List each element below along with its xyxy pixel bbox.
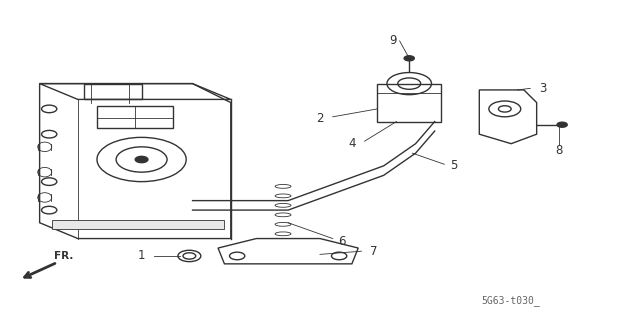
- Text: 7: 7: [371, 245, 378, 258]
- Text: 9: 9: [390, 34, 397, 48]
- Circle shape: [557, 122, 567, 127]
- Text: FR.: FR.: [54, 251, 74, 261]
- Text: 1: 1: [138, 249, 145, 263]
- Text: 2: 2: [316, 112, 324, 125]
- Circle shape: [135, 156, 148, 163]
- Text: 6: 6: [339, 234, 346, 248]
- Text: 8: 8: [556, 144, 563, 157]
- Text: 5: 5: [450, 159, 458, 172]
- Circle shape: [404, 56, 414, 61]
- Text: 3: 3: [540, 82, 547, 95]
- Polygon shape: [52, 219, 225, 229]
- Text: 5G63-t030_: 5G63-t030_: [482, 295, 541, 306]
- Text: 4: 4: [348, 137, 356, 150]
